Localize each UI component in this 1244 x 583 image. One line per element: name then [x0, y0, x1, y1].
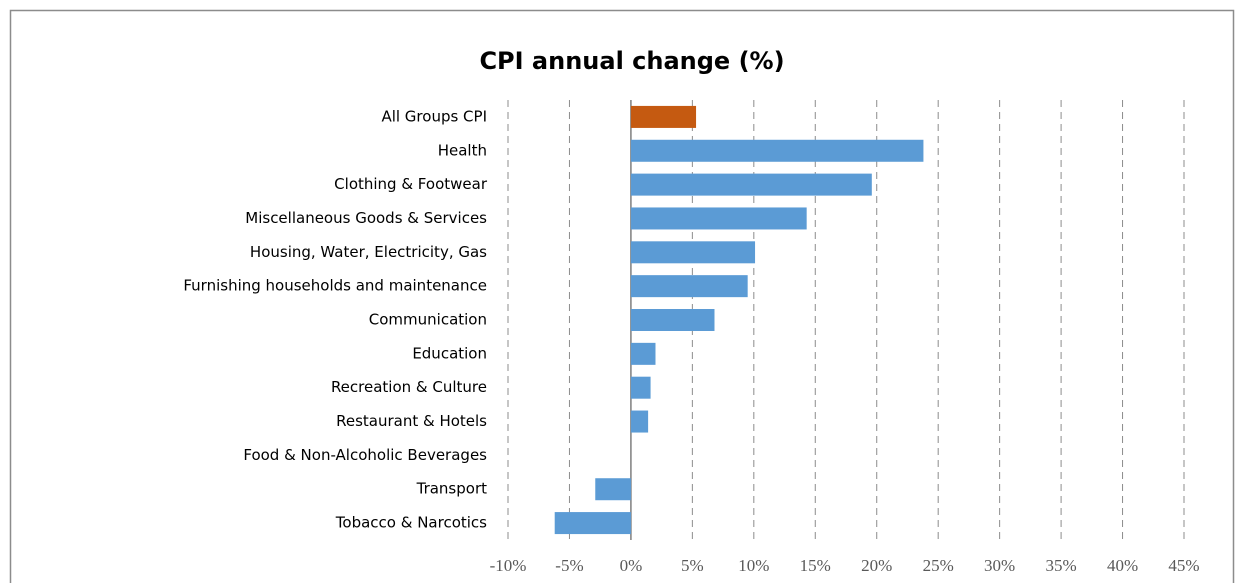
x-tick-label: 35%	[1046, 556, 1077, 575]
bar	[630, 241, 756, 264]
x-tick-label: 20%	[861, 556, 892, 575]
x-tick-label: 0%	[620, 556, 643, 575]
x-tick-label: 25%	[923, 556, 954, 575]
y-tick-label: Miscellaneous Goods & Services	[245, 209, 487, 227]
bar	[554, 512, 631, 535]
bar	[630, 309, 715, 331]
bar	[630, 376, 651, 399]
x-tick-label: 45%	[1168, 556, 1199, 575]
bar	[630, 139, 924, 162]
y-tick-label: Food & Non-Alcoholic Beverages	[243, 446, 487, 464]
y-tick-label: Health	[438, 141, 487, 159]
y-tick-label: Communication	[369, 311, 487, 329]
y-tick-label: Recreation & Culture	[331, 378, 487, 396]
bar	[630, 342, 656, 365]
x-tick-label: -5%	[555, 556, 583, 575]
y-tick-label: All Groups CPI	[381, 107, 487, 125]
x-tick-label: 5%	[681, 556, 704, 575]
x-tick-label: -10%	[490, 556, 527, 575]
bar	[630, 207, 807, 230]
bar	[630, 173, 872, 196]
bar	[595, 478, 631, 501]
bar	[630, 410, 649, 433]
x-tick-label: 30%	[984, 556, 1015, 575]
x-tick-label: 10%	[738, 556, 769, 575]
y-tick-label: Tobacco & Narcotics	[335, 514, 487, 532]
y-tick-label: Clothing & Footwear	[334, 175, 488, 193]
x-tick-label: 40%	[1107, 556, 1138, 575]
bar	[630, 275, 748, 298]
chart-title: CPI annual change (%)	[479, 47, 784, 75]
y-tick-label: Restaurant & Hotels	[336, 412, 487, 430]
bar	[630, 105, 697, 128]
x-tick-label: 15%	[800, 556, 831, 575]
y-tick-label: Housing, Water, Electricity, Gas	[250, 243, 487, 261]
y-tick-label: Furnishing households and maintenance	[183, 277, 487, 295]
y-tick-label: Education	[412, 344, 487, 362]
y-tick-label: Transport	[416, 480, 488, 498]
